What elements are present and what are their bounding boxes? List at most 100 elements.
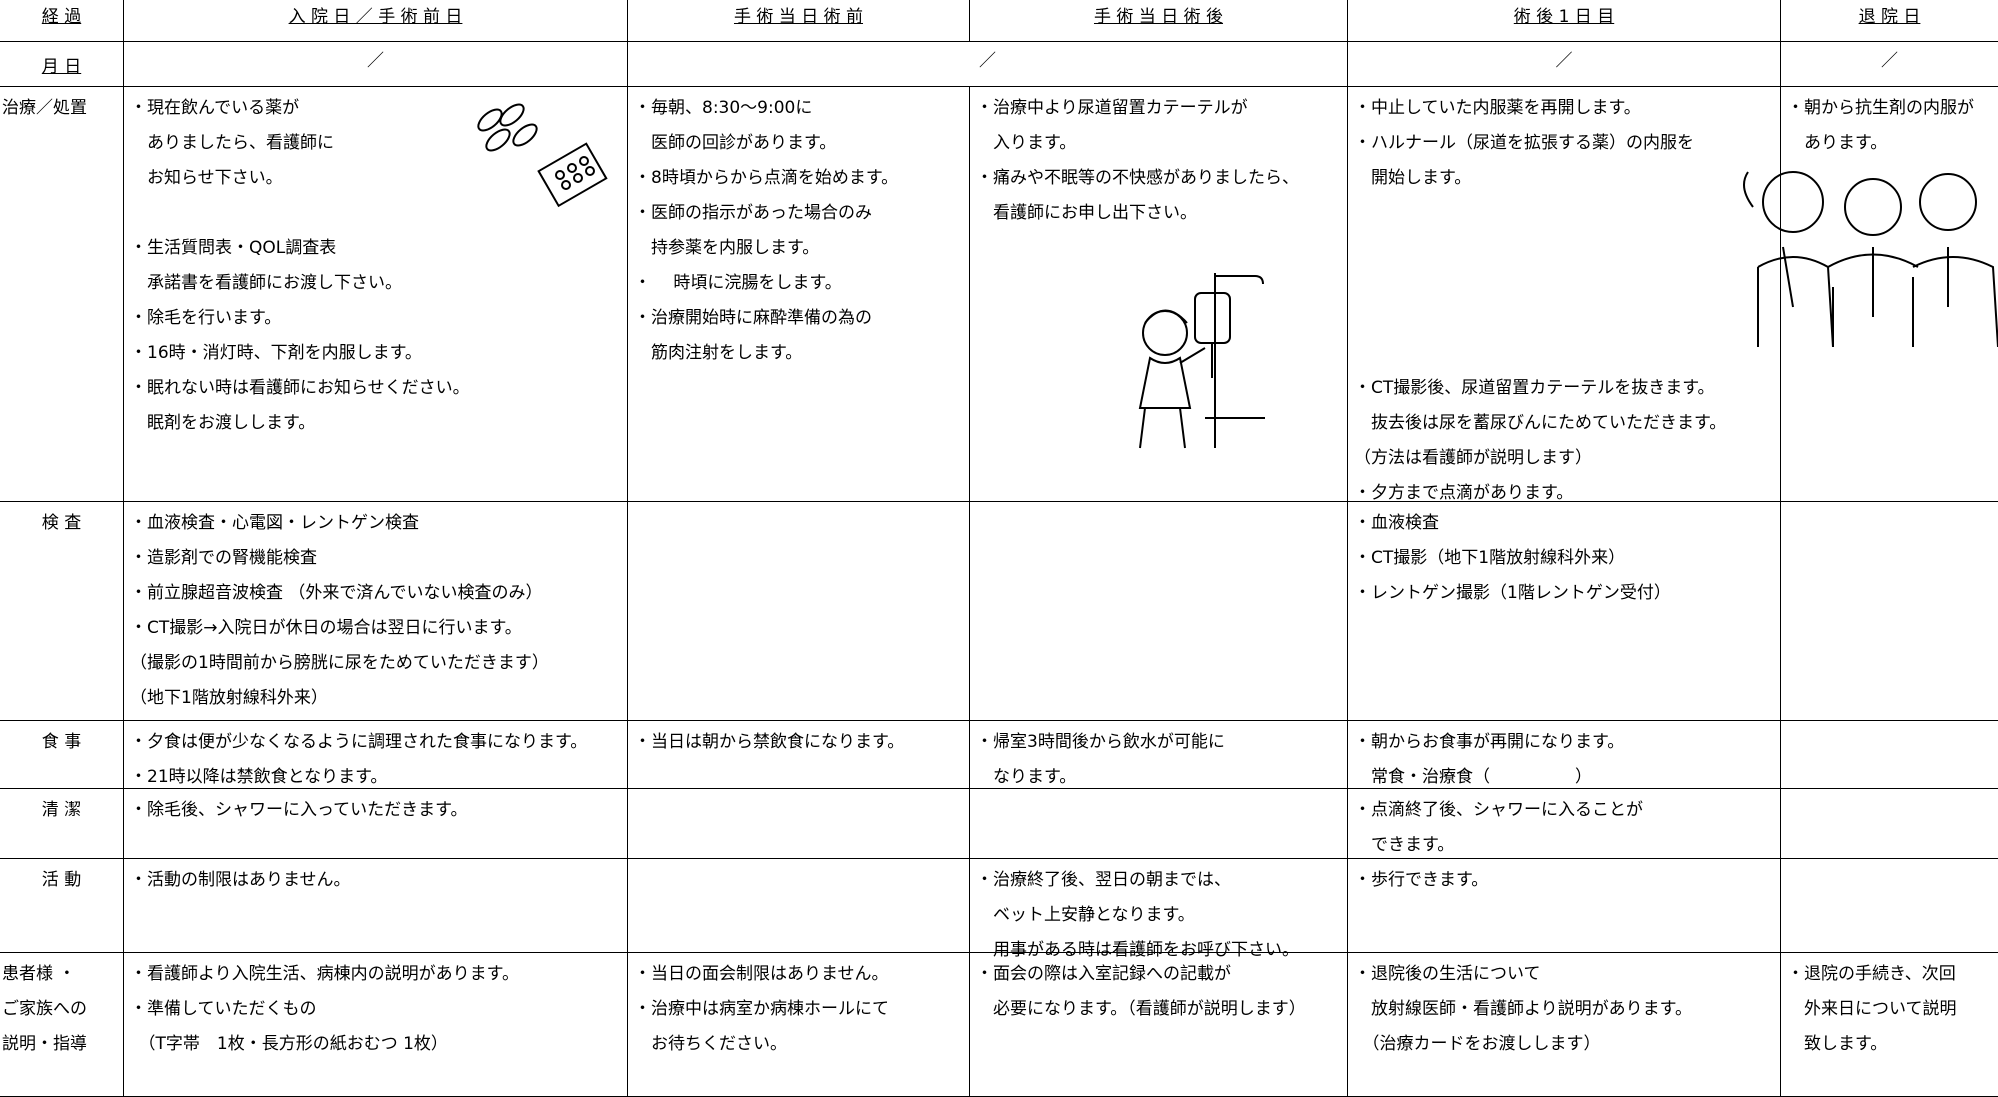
- cell: [970, 789, 1348, 859]
- date-cell: ／: [979, 51, 996, 71]
- cell-text: ・朝から抗生剤の内服が: [1787, 98, 1974, 118]
- cell-text: ・血液検査: [1354, 513, 1439, 533]
- cell: ・現在飲んでいる薬が ありましたら、看護師に お知らせ下さい。 ・生活質問表・QO…: [124, 87, 628, 502]
- cell-text: ・生活質問表・QOL調査表: [130, 238, 337, 258]
- cell-text: 看護師にお申し出下さい。: [976, 203, 1197, 223]
- cell-text: 開始します。: [1354, 168, 1472, 188]
- cell-text: 常食・治療食（ ）: [1354, 767, 1592, 787]
- cell-text: ・ハルナール（尿道を拡張する薬）の内服を: [1354, 133, 1694, 153]
- cell-text: ありましたら、看護師に: [130, 133, 334, 153]
- cell: ・歩行できます。: [1348, 859, 1781, 953]
- cell-text: ・CT撮影→入院日が休日の場合は翌日に行います。: [130, 618, 522, 638]
- cell: ・朝から抗生剤の内服が あります。: [1781, 87, 1998, 502]
- cell: ・毎朝、8:30～9:00に 医師の回診があります。 ・8時頃からから点滴を始めま…: [628, 87, 970, 502]
- cell: ／: [124, 42, 628, 87]
- cell-text: ・造影剤での腎機能検査: [130, 548, 317, 568]
- cell: [628, 859, 970, 953]
- cell-text: ・前立腺超音波検査 （外来で済んでいない検査のみ）: [130, 583, 543, 603]
- cell-text: ・点滴終了後、シャワーに入ることが: [1354, 800, 1643, 820]
- cell: 検 査: [0, 502, 124, 721]
- cell: ・治療中より尿道留置カテーテルが 入ります。・痛みや不眠等の不快感がありましたら…: [970, 87, 1348, 502]
- cell: [1781, 721, 1998, 789]
- cell-text: ・中止していた内服薬を再開します。: [1354, 98, 1641, 118]
- cell-text: できます。: [1354, 835, 1455, 855]
- cell-text: ・除毛後、シャワーに入っていただきます。: [130, 800, 468, 820]
- cell-text: ・医師の指示があった場合のみ: [634, 203, 872, 223]
- cell-text: 必要になります。（看護師が説明します）: [976, 999, 1306, 1019]
- header-cell: 手 術 当 日 術 前: [733, 7, 864, 27]
- cell-text: ・ 時頃に浣腸をします。: [634, 273, 842, 293]
- cell-text: ・夕食は便が少なくなるように調理された食事になります。: [130, 732, 588, 752]
- cell-text: ・CT撮影（地下1階放射線科外来）: [1354, 548, 1626, 568]
- cell: 清 潔: [0, 789, 124, 859]
- cell: [628, 502, 970, 721]
- date-cell: ／: [1881, 51, 1898, 71]
- cell: ・当日の面会制限はありません。 ・治療中は病室か病棟ホールにて お待ちください。: [628, 953, 970, 1097]
- header-cell: 入 院 日 ／ 手 術 前 日: [288, 7, 463, 27]
- cell-text: 外来日について説明: [1787, 999, 1957, 1019]
- cell: 手 術 当 日 術 後: [970, 0, 1348, 42]
- cell: ／: [1781, 42, 1998, 87]
- cell-text: ・帰室3時間後から飲水が可能に: [976, 732, 1225, 752]
- cell-text: 放射線医師・看護師より説明があります。: [1354, 999, 1692, 1019]
- cell-text: ・痛みや不眠等の不快感がありましたら、: [976, 168, 1299, 188]
- cell: ・血液検査・CT撮影（地下1階放射線科外来） ・レントゲン撮影（1階レントゲン受付…: [1348, 502, 1781, 721]
- cell: ・点滴終了後、シャワーに入ることが できます。: [1348, 789, 1781, 859]
- cell-text: ・現在飲んでいる薬が: [130, 98, 300, 118]
- row-label: 患者様 ・: [2, 964, 76, 984]
- cell-text: ・当日の面会制限はありません。: [634, 964, 889, 984]
- cell-text: ・除毛を行います。: [130, 308, 282, 328]
- row-label: 治療／処置: [2, 98, 87, 118]
- cell-text: あります。: [1787, 133, 1888, 153]
- cell-text: ・活動の制限はありません。: [130, 870, 351, 890]
- cell-text: ・レントゲン撮影（1階レントゲン受付）: [1354, 583, 1671, 603]
- cell-text: ・治療終了後、翌日の朝までは、: [976, 870, 1231, 890]
- cell-text: 入ります。: [976, 133, 1077, 153]
- cell-text: ・歩行できます。: [1354, 870, 1489, 890]
- row-label: 検 査: [41, 513, 82, 533]
- cell: ・朝からお食事が再開になります。 常食・治療食（ ）: [1348, 721, 1781, 789]
- nurse-illustration: [1138, 273, 1265, 449]
- cell: 手 術 当 日 術 前: [628, 0, 970, 42]
- cell: 月 日: [0, 42, 124, 87]
- row-label: ご家族への: [2, 999, 87, 1019]
- cell-text: ベット上安静となります。: [976, 905, 1195, 925]
- cell: ・看護師より入院生活、病棟内の説明があります。 ・準備していただくもの （T字帯 …: [124, 953, 628, 1097]
- cell: [1781, 502, 1998, 721]
- cell: 食 事: [0, 721, 124, 789]
- row-label: 活 動: [41, 870, 82, 890]
- cell-text: ・面会の際は入室記録への記載が: [976, 964, 1231, 984]
- cell: ・活動の制限はありません。: [124, 859, 628, 953]
- cell: [970, 502, 1348, 721]
- cell: ・治療終了後、翌日の朝までは、 ベット上安静となります。 用事がある時は看護師を…: [970, 859, 1348, 960]
- header-cell: 術 後 1 日 目: [1513, 7, 1615, 27]
- cell-text: ・退院の手続き、次回: [1787, 964, 1956, 984]
- cell-text: 眠剤をお渡しします。: [130, 413, 316, 433]
- row-label: 説明・指導: [2, 1034, 87, 1054]
- cell: 患者様 ・ご家族への説明・指導: [0, 953, 124, 1097]
- cell-text: ・眠れない時は看護師にお知らせください。: [130, 378, 470, 398]
- cell-text: ・治療中より尿道留置カテーテルが: [976, 98, 1248, 118]
- cell: 治療／処置: [0, 87, 124, 502]
- cell-text: ・治療開始時に麻酔準備の為の: [634, 308, 872, 328]
- cell-text: ・CT撮影後、尿道留置カテーテルを抜きます。: [1354, 378, 1715, 398]
- cell-text: （治療カードをお渡しします）: [1354, 1034, 1601, 1054]
- cell-text: お待ちください。: [634, 1034, 787, 1054]
- cell: [1781, 859, 1998, 953]
- cell: 入 院 日 ／ 手 術 前 日: [124, 0, 628, 42]
- cell-text: ・退院後の生活について: [1354, 964, 1541, 984]
- cell-text: ・8時頃からから点滴を始めます。: [634, 168, 899, 188]
- header-cell: 退 院 日: [1858, 7, 1921, 27]
- cell-text: ・21時以降は禁飲食となります。: [130, 767, 388, 787]
- cell: 経 過: [0, 0, 124, 42]
- cell-text: 承諾書を看護師にお渡し下さい。: [130, 273, 402, 293]
- cell-text: ・16時・消灯時、下剤を内服します。: [130, 343, 422, 363]
- cell: ・退院後の生活について 放射線医師・看護師より説明があります。 （治療カードをお…: [1348, 953, 1781, 1097]
- row-label: 食 事: [41, 732, 82, 752]
- row-label: 清 潔: [41, 800, 82, 820]
- cell: 退 院 日: [1781, 0, 1998, 42]
- cell-text: ・当日は朝から禁飲食になります。: [634, 732, 905, 752]
- cell-text: （撮影の1時間前から膀胱に尿をためていただきます）: [130, 653, 549, 673]
- cell: ・夕食は便が少なくなるように調理された食事になります。 ・21時以降は禁飲食となり…: [124, 721, 628, 789]
- cell-text: （T字帯 1枚・長方形の紙おむつ 1枚）: [130, 1034, 448, 1054]
